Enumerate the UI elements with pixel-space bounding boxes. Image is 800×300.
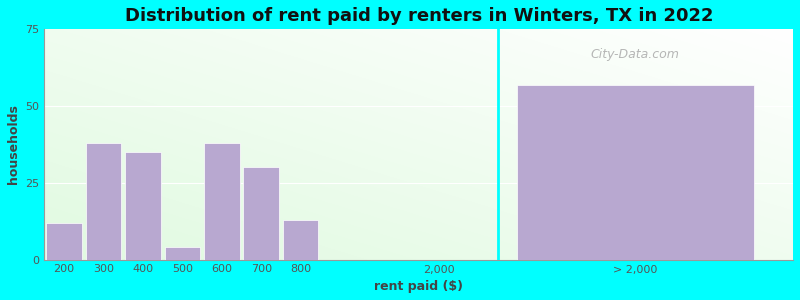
X-axis label: rent paid ($): rent paid ($): [374, 280, 463, 293]
Bar: [46, 223, 82, 260]
Text: City-Data.com: City-Data.com: [591, 48, 680, 61]
Bar: [126, 152, 161, 260]
Bar: [243, 167, 279, 260]
Bar: [86, 143, 122, 260]
Bar: [518, 85, 754, 260]
Bar: [204, 143, 239, 260]
Y-axis label: households: households: [7, 104, 20, 184]
Bar: [283, 220, 318, 260]
Title: Distribution of rent paid by renters in Winters, TX in 2022: Distribution of rent paid by renters in …: [125, 7, 713, 25]
Bar: [165, 248, 200, 260]
